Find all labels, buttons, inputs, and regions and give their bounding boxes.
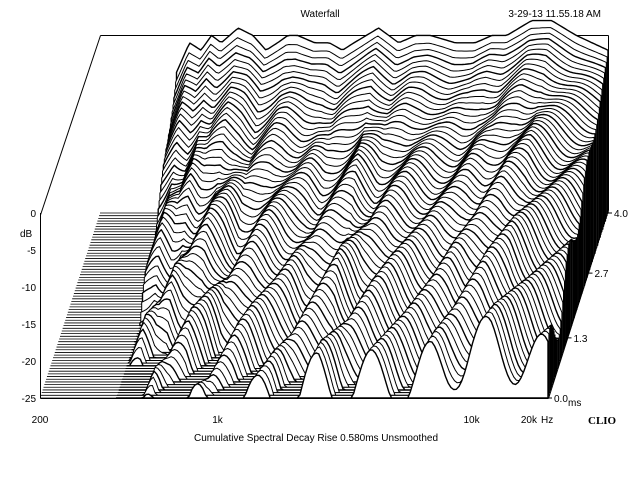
chart-title: Waterfall: [300, 9, 339, 20]
y-axis-title: dB: [20, 229, 33, 240]
z-tick-label: 4.0: [614, 209, 628, 220]
z-tick-label: 0.0: [554, 394, 568, 405]
left-depth-top-edge: [40, 35, 101, 216]
z-axis-title: ms: [568, 398, 581, 409]
z-tick-label: 2.7: [595, 269, 609, 280]
y-axis-labels: 0 -5 -10 -15 -20 -25: [22, 209, 37, 405]
x-tick-label: 1k: [212, 415, 224, 426]
y-tick-label: -10: [22, 283, 37, 294]
y-tick-label: -5: [27, 246, 36, 257]
y-tick-label: 0: [30, 209, 36, 220]
y-tick-label: -15: [22, 320, 37, 331]
x-tick-label: 200: [32, 415, 49, 426]
x-tick-label: 20k: [521, 415, 538, 426]
x-tick-label: 10k: [463, 415, 480, 426]
y-tick-label: -20: [22, 357, 37, 368]
z-axis-labels: 0.0 1.3 2.7 4.0: [548, 209, 628, 405]
x-axis-title: Hz: [541, 415, 553, 426]
timestamp: 3-29-13 11.55.18 AM: [508, 9, 601, 20]
clio-brand: CLIO: [588, 415, 617, 427]
z-tick-label: 1.3: [574, 334, 588, 345]
y-tick-label: -25: [22, 394, 37, 405]
x-axis-labels: 200 1k 10k 20k: [32, 415, 538, 426]
footer-caption: Cumulative Spectral Decay Rise 0.580ms U…: [194, 433, 438, 444]
waterfall-slices: [40, 19, 609, 399]
